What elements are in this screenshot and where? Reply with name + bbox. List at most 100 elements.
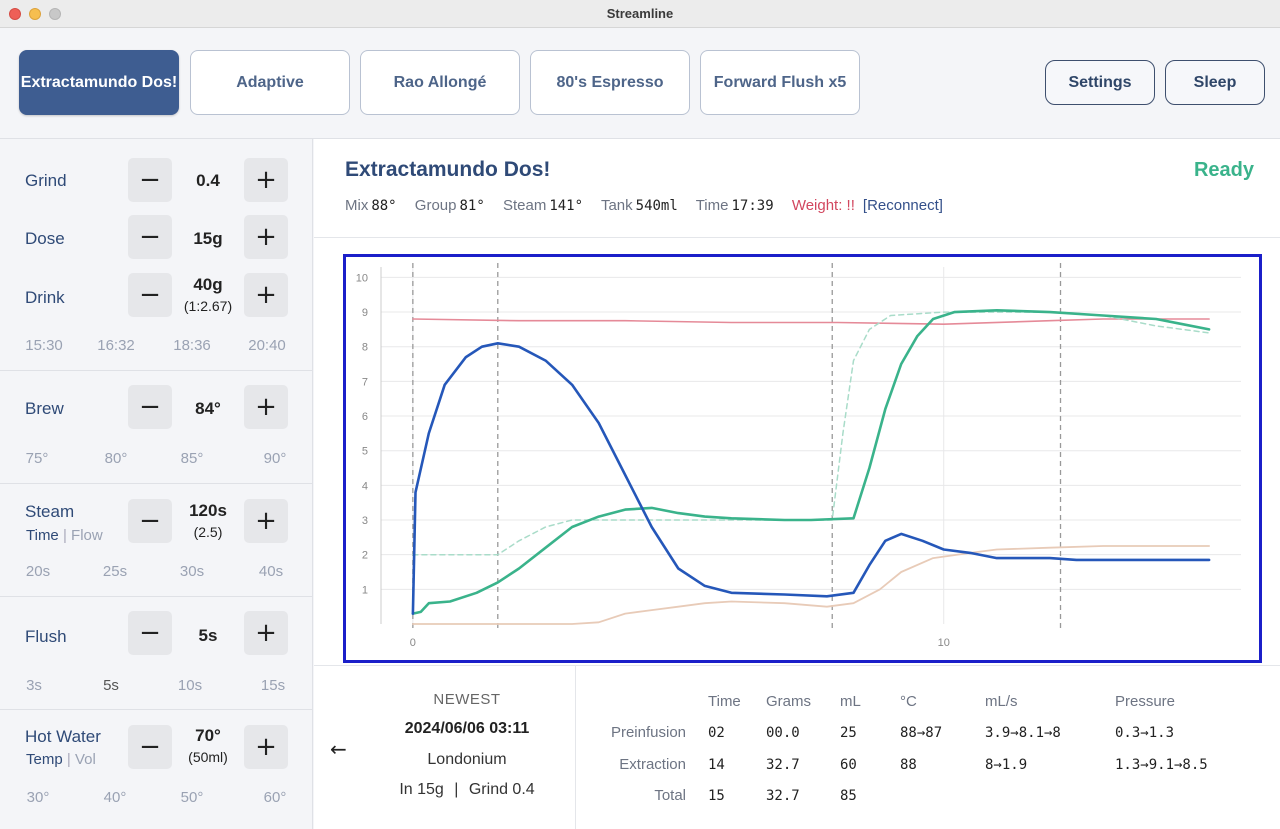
steam-decrease-button[interactable]: − bbox=[128, 499, 172, 543]
settings-button[interactable]: Settings bbox=[1045, 60, 1155, 105]
steam-preset[interactable]: 25s bbox=[102, 563, 128, 580]
y-tick-label: 5 bbox=[362, 446, 368, 458]
hot-water-mode-temp[interactable]: Temp bbox=[26, 751, 63, 768]
footer-divider bbox=[314, 665, 1280, 666]
machine-stats: Mix 88° Group 81° Steam 141° Tank 540ml Time… bbox=[345, 197, 943, 214]
window-titlebar: Streamline bbox=[0, 0, 1280, 28]
steam-mode-time[interactable]: Time bbox=[26, 527, 59, 544]
shot-dose: In 15g bbox=[399, 781, 444, 798]
mix-label: Mix bbox=[345, 197, 369, 214]
column-header: mL/s bbox=[985, 693, 1018, 710]
hot-water-mode-toggle[interactable]: Temp | Vol bbox=[26, 751, 96, 768]
steam-preset[interactable]: 20s bbox=[25, 563, 51, 580]
close-window-button[interactable] bbox=[9, 8, 21, 20]
hot-water-volume: (50ml) bbox=[188, 749, 228, 765]
tank-level: 540ml bbox=[635, 198, 678, 214]
flush-preset[interactable]: 10s bbox=[177, 677, 203, 694]
y-tick-label: 1 bbox=[362, 584, 368, 596]
drink-value: 40g (1:2.67) bbox=[172, 275, 244, 314]
flush-increase-button[interactable]: + bbox=[244, 611, 288, 655]
hot-water-preset[interactable]: 30° bbox=[26, 789, 50, 806]
shot-history: NEWEST 2024/06/06 03:11 Londonium In 15g… bbox=[360, 691, 574, 799]
steam-preset[interactable]: 30s bbox=[179, 563, 205, 580]
brew-decrease-button[interactable]: − bbox=[128, 385, 172, 429]
drink-preset[interactable]: 20:40 bbox=[248, 337, 286, 354]
grind-increase-button[interactable]: + bbox=[244, 158, 288, 202]
flush-preset[interactable]: 15s bbox=[260, 677, 286, 694]
brew-preset[interactable]: 80° bbox=[104, 450, 128, 467]
dose-increase-button[interactable]: + bbox=[244, 215, 288, 259]
dose-decrease-button[interactable]: − bbox=[128, 215, 172, 259]
dose-label: Dose bbox=[25, 229, 65, 248]
table-cell: 88 bbox=[900, 757, 917, 773]
flush-preset-selected[interactable]: 5s bbox=[103, 677, 119, 694]
y-tick-label: 3 bbox=[362, 515, 368, 527]
header-divider bbox=[314, 237, 1280, 238]
dose-value: 15g bbox=[193, 229, 223, 248]
brew-preset[interactable]: 85° bbox=[180, 450, 204, 467]
flush-label: Flush bbox=[25, 627, 67, 646]
drink-preset[interactable]: 16:32 bbox=[97, 337, 135, 354]
hot-water-preset[interactable]: 50° bbox=[180, 789, 204, 806]
sleep-button[interactable]: Sleep bbox=[1165, 60, 1265, 105]
steam-flow: (2.5) bbox=[193, 524, 223, 540]
drink-weight: 40g bbox=[193, 275, 223, 294]
profile-title: Extractamundo Dos! bbox=[345, 158, 551, 181]
column-header: °C bbox=[900, 693, 917, 710]
drink-increase-button[interactable]: + bbox=[244, 273, 288, 317]
hot-water-decrease-button[interactable]: − bbox=[128, 725, 172, 769]
drink-decrease-button[interactable]: − bbox=[128, 273, 172, 317]
profile-button-80s-espresso[interactable]: 80's Espresso bbox=[530, 50, 690, 115]
flush-decrease-button[interactable]: − bbox=[128, 611, 172, 655]
brew-preset[interactable]: 90° bbox=[263, 450, 287, 467]
profile-button-rao-allonge[interactable]: Rao Allongé bbox=[360, 50, 520, 115]
pressure-line bbox=[411, 342, 1211, 615]
flow_target-line bbox=[412, 311, 1210, 556]
profile-toolbar: Extractamundo Dos! Adaptive Rao Allongé … bbox=[0, 28, 1280, 139]
steam-value: 120s (2.5) bbox=[172, 501, 244, 540]
hot-water-mode-vol[interactable]: Vol bbox=[74, 751, 96, 768]
steam-mode-toggle[interactable]: Time | Flow bbox=[26, 527, 103, 544]
profile-button-extractamundo-dos[interactable]: Extractamundo Dos! bbox=[19, 50, 179, 115]
window-title: Streamline bbox=[606, 6, 674, 21]
steam-time: 120s bbox=[189, 501, 227, 520]
column-header: Pressure bbox=[1115, 693, 1176, 710]
steam-mode-flow[interactable]: Flow bbox=[71, 527, 103, 544]
table-cell: 1.3→9.1→8.5 bbox=[1115, 757, 1208, 773]
steam-section: Steam Time | Flow − 120s (2.5) + 20s 25s… bbox=[0, 484, 313, 597]
hot-water-increase-button[interactable]: + bbox=[244, 725, 288, 769]
profile-button-forward-flush[interactable]: Forward Flush x5 bbox=[700, 50, 860, 115]
profile-button-adaptive[interactable]: Adaptive bbox=[190, 50, 350, 115]
reconnect-link[interactable]: [Reconnect] bbox=[862, 197, 943, 214]
temperature-line bbox=[412, 318, 1210, 325]
steam-preset[interactable]: 40s bbox=[258, 563, 284, 580]
brew-increase-button[interactable]: + bbox=[244, 385, 288, 429]
brew-preset[interactable]: 75° bbox=[25, 450, 49, 467]
brew-label: Brew bbox=[25, 399, 64, 418]
grind-value: 0.4 bbox=[196, 171, 220, 190]
history-back-arrow-icon[interactable]: ← bbox=[330, 737, 347, 761]
table-cell: 32.7 bbox=[766, 757, 800, 773]
mix-temp: 88° bbox=[371, 198, 397, 214]
grind-label: Grind bbox=[25, 171, 67, 190]
table-cell: 3.9→8.1→8 bbox=[985, 725, 1061, 741]
hot-water-label: Hot Water bbox=[25, 727, 101, 746]
y-tick-label: 2 bbox=[362, 550, 368, 562]
drink-preset[interactable]: 15:30 bbox=[25, 337, 63, 354]
steam-increase-button[interactable]: + bbox=[244, 499, 288, 543]
hot-water-temp: 70° bbox=[195, 726, 221, 745]
tank-label: Tank bbox=[600, 197, 633, 214]
y-tick-label: 9 bbox=[362, 307, 368, 319]
weight-warning: Weight: !! bbox=[791, 197, 855, 214]
grind-decrease-button[interactable]: − bbox=[128, 158, 172, 202]
hot-water-preset[interactable]: 40° bbox=[103, 789, 127, 806]
y-tick-label: 10 bbox=[356, 272, 368, 284]
row-label: Total bbox=[654, 787, 686, 804]
maximize-window-button[interactable] bbox=[49, 8, 61, 20]
hot-water-preset[interactable]: 60° bbox=[263, 789, 287, 806]
weight-line bbox=[412, 545, 1210, 625]
shot-chart: 1 2 3 4 5 6 7 8 9 10 0 10 bbox=[343, 254, 1262, 663]
minimize-window-button[interactable] bbox=[29, 8, 41, 20]
flush-preset[interactable]: 3s bbox=[26, 677, 42, 694]
drink-preset[interactable]: 18:36 bbox=[173, 337, 211, 354]
